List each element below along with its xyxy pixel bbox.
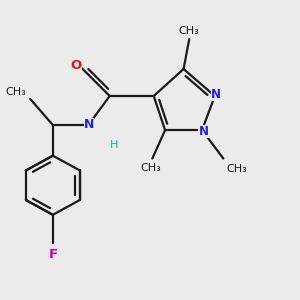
- Text: N: N: [199, 125, 208, 138]
- Text: CH₃: CH₃: [140, 163, 161, 173]
- Text: CH₃: CH₃: [179, 26, 200, 36]
- Text: H: H: [110, 140, 119, 150]
- Text: O: O: [70, 59, 82, 72]
- Text: CH₃: CH₃: [226, 164, 247, 174]
- Text: N: N: [211, 88, 221, 101]
- Text: CH₃: CH₃: [5, 87, 26, 97]
- Text: N: N: [84, 118, 94, 131]
- Text: F: F: [48, 248, 57, 261]
